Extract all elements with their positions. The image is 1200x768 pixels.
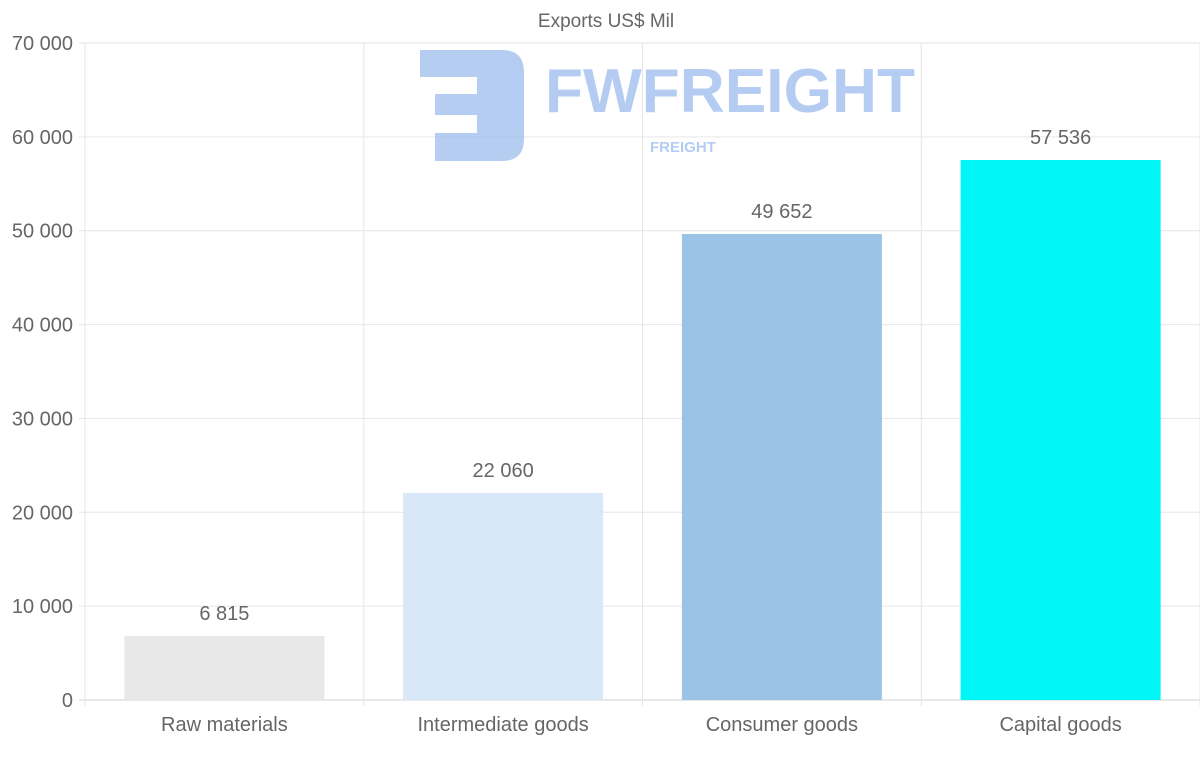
data-label: 57 536 xyxy=(1030,127,1091,149)
y-tick-label: 40 000 xyxy=(12,315,73,337)
y-tick-label: 70 000 xyxy=(12,33,73,55)
y-tick-label: 60 000 xyxy=(12,127,73,149)
logo-mark-icon xyxy=(420,50,524,161)
y-tick-label: 10 000 xyxy=(12,596,73,618)
bar xyxy=(403,492,604,700)
bars xyxy=(124,159,1161,701)
watermark-logo: FWFREIGHT FREIGHT xyxy=(420,50,915,161)
x-tick-label: Intermediate goods xyxy=(418,714,589,736)
chart-title: Exports US$ Mil xyxy=(538,11,674,32)
x-tick-label: Raw materials xyxy=(161,714,288,736)
data-label: 49 652 xyxy=(751,201,812,223)
y-tick-label: 50 000 xyxy=(12,221,73,243)
labels: 0 10 000 20 000 30 000 40 000 50 000 60 000 70 … xyxy=(12,33,1122,736)
y-tick-label: 30 000 xyxy=(12,408,73,430)
watermark-sub: FREIGHT xyxy=(650,139,716,156)
bar xyxy=(124,636,325,700)
watermark-brand: FWFREIGHT xyxy=(545,57,915,126)
bar xyxy=(681,233,882,700)
data-label: 6 815 xyxy=(199,603,249,625)
x-tick-label: Consumer goods xyxy=(706,714,858,736)
y-tick-label: 20 000 xyxy=(12,502,73,524)
data-label: 22 060 xyxy=(473,460,534,482)
bar xyxy=(960,159,1161,701)
y-tick-label: 0 xyxy=(62,690,73,712)
x-tick-label: Capital goods xyxy=(999,714,1121,736)
grid xyxy=(79,42,1200,706)
